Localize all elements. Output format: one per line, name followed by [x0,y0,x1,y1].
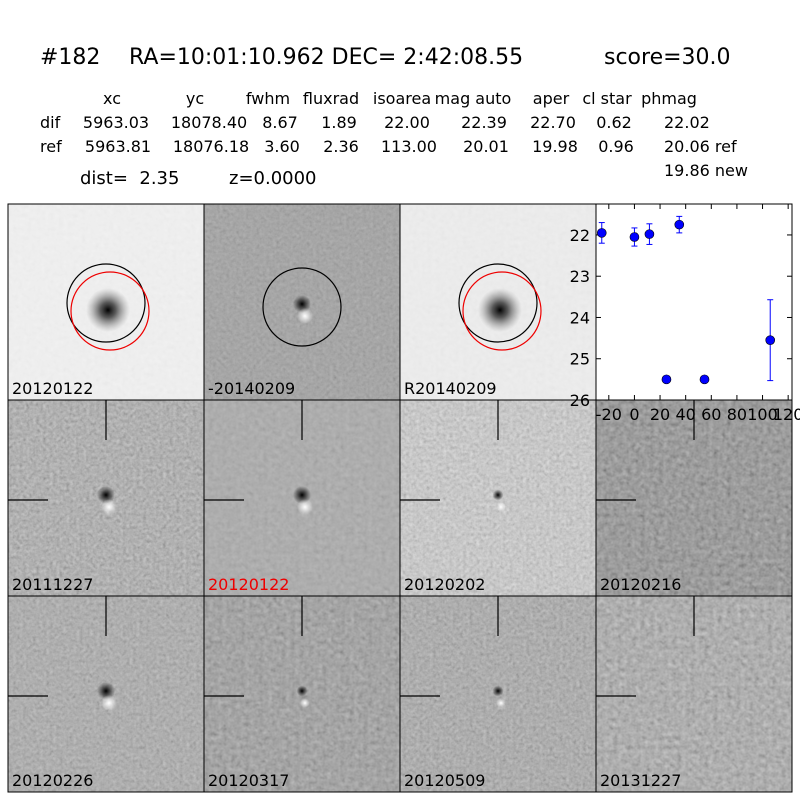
redshift: z=0.0000 [229,168,317,189]
stamp-label: 20120202 [404,575,485,594]
table-cell: 22.00 [384,113,430,132]
stamp-label: 20120317 [208,771,289,790]
data-point [661,374,672,385]
table-cell: 1.89 [321,113,357,132]
data-point [765,335,776,345]
x-tick-label: 40 [675,405,695,424]
dipole-light [101,499,117,515]
table-cell: 5963.81 [85,137,151,156]
reference-circle [70,271,150,351]
stamp-label: 20111227 [12,575,93,594]
dipole-light [300,698,310,708]
source [478,288,522,332]
data-point [596,228,607,238]
x-tick-label: -20 [596,405,622,424]
table-cell: 113.00 [381,137,437,156]
x-tick-label: 100 [747,405,778,424]
dipole-dark [492,685,504,697]
dipole-dark [296,685,308,697]
aperture-circle [66,263,146,343]
stamp-grid: 20120122 -20140209 R20140209 20111227 201201… [7,203,793,793]
dist: dist= 2.35 [80,168,179,189]
y-tick-label: 23 [570,267,590,286]
x-tick-label: 20 [650,405,670,424]
column-header: fwhm [246,89,290,108]
reference-circle [462,271,542,351]
plot-frame [595,203,793,401]
candidate-id: #182 [40,45,100,70]
stamp-label: 20120226 [12,771,93,790]
y-tick-label: 25 [570,350,590,369]
stamp-label: 20120509 [404,771,485,790]
column-header: yc [186,89,204,108]
column-header: fluxrad [303,89,359,108]
aperture-circle [458,263,538,343]
stamp-label: R20140209 [404,379,497,398]
data-point [699,374,710,385]
dipole-light [101,695,117,711]
table-cell: 18076.18 [173,137,249,156]
table-cell: 8.67 [262,113,298,132]
table-cell: 19.98 [532,137,578,156]
dipole-light [297,499,313,515]
score: score=30.0 [604,45,731,70]
table-cell: 0.96 [598,137,634,156]
column-header: mag auto [435,89,512,108]
stamp-label: 20120216 [600,575,681,594]
table-cell: 22.39 [461,113,507,132]
stamp-label: 20120122 [12,379,93,398]
table-cell: 5963.03 [83,113,149,132]
x-tick-label: 60 [701,405,721,424]
x-tick-label: 120 [773,405,800,424]
table-cell: 22.70 [530,113,576,132]
table-cell: 18078.40 [171,113,247,132]
table-cell: 2.36 [323,137,359,156]
phmag-new: 19.86 new [664,161,748,180]
row-label: dif [40,113,61,132]
column-header: isoarea [373,89,431,108]
dipole-light [496,698,506,708]
source [86,288,130,332]
y-tick-label: 22 [570,226,590,245]
column-header: cl star [582,89,632,108]
dipole-dark [492,489,504,501]
x-tick-label: 0 [629,405,639,424]
stamp-label: 20120122 [208,575,289,594]
table-cell: 3.60 [264,137,300,156]
stamp-label: 20131227 [600,771,681,790]
data-point [644,229,655,239]
aperture-circle [262,267,342,347]
plot-background [596,204,792,400]
column-header: aper [533,89,570,108]
table-cell: 20.01 [463,137,509,156]
dipole-light [297,308,313,324]
data-point [674,219,685,230]
y-tick-label: 26 [570,391,590,410]
y-tick-label: 24 [570,308,590,327]
table-cell: 20.06 ref [664,137,737,156]
coordinates: RA=10:01:10.962 DEC= 2:42:08.55 [129,45,523,70]
column-header: xc [103,89,121,108]
x-tick-label: 80 [727,405,747,424]
row-label: ref [40,137,62,156]
stamp-label: -20140209 [208,379,295,398]
data-point [629,232,640,242]
stamp-border [595,595,793,793]
table-cell: 22.02 [664,113,710,132]
table-cell: 0.62 [596,113,632,132]
dipole-light [496,502,506,512]
column-header: phmag [641,89,697,108]
